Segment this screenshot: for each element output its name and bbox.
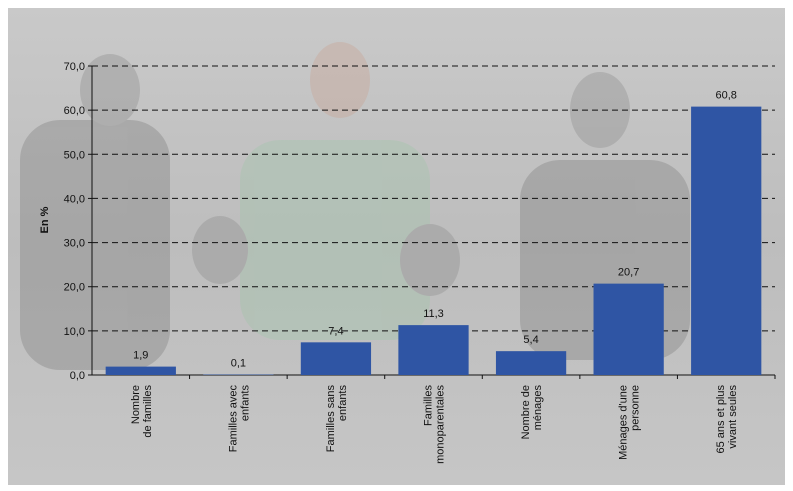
data-label: 1,9 bbox=[133, 350, 148, 362]
y-axis-label: En % bbox=[39, 206, 51, 233]
x-tick-label: Nombre deménages bbox=[520, 385, 544, 440]
data-label: 5,4 bbox=[523, 334, 538, 346]
y-tick-label: 0,0 bbox=[70, 370, 85, 382]
x-tick-label: Ménages d'unepersonne bbox=[618, 385, 642, 460]
x-tick-label: Famillesmonoparentales bbox=[423, 385, 447, 464]
data-label: 60,8 bbox=[716, 90, 737, 102]
y-tick-label: 20,0 bbox=[64, 282, 85, 294]
bar bbox=[495, 351, 567, 375]
y-tick-label: 10,0 bbox=[64, 326, 85, 338]
x-tick-label: 65 ans et plusvivant seules bbox=[715, 385, 739, 454]
y-tick-label: 60,0 bbox=[64, 105, 85, 117]
data-label: 11,3 bbox=[423, 308, 444, 320]
y-tick-label: 30,0 bbox=[64, 238, 85, 250]
bar bbox=[691, 106, 762, 376]
x-tick-label: Familles sansenfants bbox=[325, 385, 349, 453]
bar bbox=[593, 283, 664, 375]
bar bbox=[300, 342, 372, 375]
bar bbox=[398, 325, 469, 375]
y-tick-label: 50,0 bbox=[64, 149, 85, 161]
background-photo bbox=[20, 42, 690, 370]
background bbox=[8, 8, 785, 485]
y-tick-label: 70,0 bbox=[64, 61, 85, 73]
data-label: 7,4 bbox=[328, 325, 343, 337]
x-tick-label: Nombrede familles bbox=[130, 385, 154, 438]
y-tick-label: 40,0 bbox=[64, 193, 85, 205]
x-tick-label: Familles avecenfants bbox=[227, 385, 251, 453]
data-label: 20,7 bbox=[618, 267, 639, 279]
data-label: 0,1 bbox=[231, 358, 246, 370]
bar bbox=[105, 366, 176, 375]
